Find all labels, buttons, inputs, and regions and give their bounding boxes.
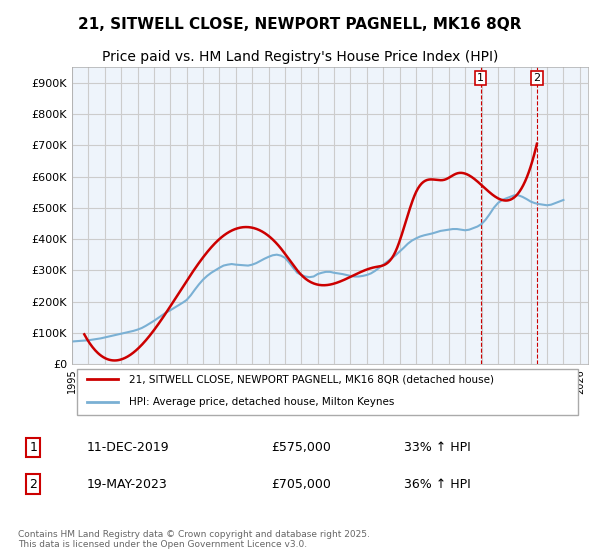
Text: 19-MAY-2023: 19-MAY-2023 [87, 478, 167, 491]
Text: Contains HM Land Registry data © Crown copyright and database right 2025.
This d: Contains HM Land Registry data © Crown c… [18, 530, 370, 549]
Text: 11-DEC-2019: 11-DEC-2019 [87, 441, 170, 454]
Text: 21, SITWELL CLOSE, NEWPORT PAGNELL, MK16 8QR (detached house): 21, SITWELL CLOSE, NEWPORT PAGNELL, MK16… [129, 375, 494, 384]
Text: HPI: Average price, detached house, Milton Keynes: HPI: Average price, detached house, Milt… [129, 397, 394, 407]
Text: 21, SITWELL CLOSE, NEWPORT PAGNELL, MK16 8QR: 21, SITWELL CLOSE, NEWPORT PAGNELL, MK16… [78, 17, 522, 32]
Text: 33% ↑ HPI: 33% ↑ HPI [404, 441, 470, 454]
FancyBboxPatch shape [77, 370, 578, 414]
Text: £575,000: £575,000 [271, 441, 331, 454]
Text: 1: 1 [477, 73, 484, 83]
Text: 1: 1 [29, 441, 37, 454]
Text: 2: 2 [29, 478, 37, 491]
Text: 2: 2 [533, 73, 541, 83]
Text: 36% ↑ HPI: 36% ↑ HPI [404, 478, 470, 491]
Text: £705,000: £705,000 [271, 478, 331, 491]
Text: Price paid vs. HM Land Registry's House Price Index (HPI): Price paid vs. HM Land Registry's House … [102, 50, 498, 64]
